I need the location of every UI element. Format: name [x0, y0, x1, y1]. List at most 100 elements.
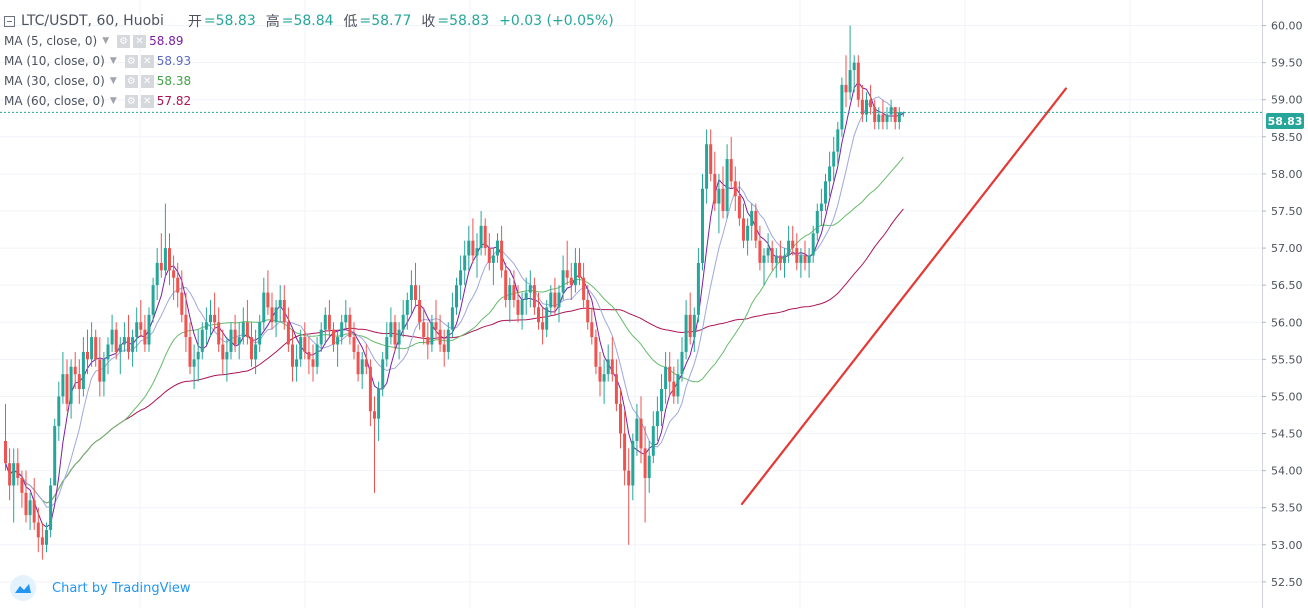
candle-body [45, 529, 48, 545]
candle-body [541, 322, 545, 330]
candle [561, 255, 565, 300]
candle-body [512, 285, 516, 300]
candle [127, 314, 130, 360]
open-value: =58.83 [203, 13, 256, 29]
candle [266, 270, 270, 315]
candle-body [832, 151, 836, 167]
candle-body [680, 351, 684, 375]
candle-body [12, 463, 16, 486]
collapse-icon[interactable] [4, 15, 15, 27]
candle-body [32, 500, 36, 523]
candle-body [274, 307, 278, 323]
candle-body [598, 366, 602, 382]
candle [438, 314, 442, 352]
candle-body [586, 300, 590, 323]
candle [184, 292, 188, 352]
candle [340, 314, 344, 345]
candle-body [836, 129, 840, 152]
tradingview-attribution[interactable]: Chart by TradingView [10, 575, 190, 601]
candle-body [639, 418, 643, 449]
candle-body [209, 314, 212, 323]
candle [602, 359, 606, 404]
gear-icon[interactable]: ⚙ [124, 74, 138, 88]
indicator-value: 57.82 [156, 94, 192, 108]
candle [315, 337, 319, 375]
candle [53, 418, 57, 486]
candle [594, 329, 598, 375]
indicator-ma30[interactable]: MA (30, close, 0) ▼ ⚙ ✕ 58.38 [4, 72, 191, 90]
candle [286, 307, 290, 352]
price-axis: 52.50 53.00 53.50 54.00 54.50 55.00 55.50 56.00… [1262, 20, 1303, 589]
close-icon[interactable]: ✕ [140, 94, 154, 108]
candle-body [848, 70, 852, 93]
indicator-ma10[interactable]: MA (10, close, 0) ▼ ⚙ ✕ 58.93 [4, 52, 191, 70]
candle-body [807, 255, 811, 263]
symbol-legend[interactable]: LTC/USDT, 60, Huobi 开 =58.83 高 =58.84 低 … [4, 11, 614, 31]
candle [758, 225, 762, 271]
trendline[interactable] [740, 87, 1068, 506]
close-icon[interactable]: ✕ [133, 34, 147, 48]
candle [122, 322, 126, 352]
gear-icon[interactable]: ⚙ [117, 34, 131, 48]
candle-body [705, 144, 709, 189]
candle [450, 292, 454, 338]
chevron-down-icon[interactable]: ▼ [109, 76, 117, 86]
indicator-ma5[interactable]: MA (5, close, 0) ▼ ⚙ ✕ 58.89 [4, 32, 183, 50]
candle [860, 84, 864, 122]
chevron-down-icon[interactable]: ▼ [102, 36, 110, 46]
candle [647, 440, 651, 493]
y-tick-label: 56.50 [1271, 279, 1303, 292]
candle [627, 448, 631, 545]
candle-body [614, 374, 618, 404]
candle [889, 99, 893, 122]
candle [705, 129, 709, 204]
candle [426, 322, 430, 360]
close-icon[interactable]: ✕ [140, 74, 154, 88]
candle-body [24, 492, 28, 516]
close-icon[interactable]: ✕ [140, 54, 154, 68]
candle-body [352, 337, 356, 352]
candle [467, 225, 471, 271]
candle-body [742, 218, 745, 241]
candle-body [881, 114, 885, 122]
candle-body [467, 240, 471, 256]
candle [692, 307, 696, 352]
y-tick-label: 56.00 [1271, 316, 1303, 329]
candle [778, 240, 782, 271]
candle-body [282, 300, 286, 323]
candle [901, 111, 905, 117]
candle [274, 300, 278, 338]
candle [307, 337, 311, 375]
candle [799, 248, 803, 278]
indicator-ma60[interactable]: MA (60, close, 0) ▼ ⚙ ✕ 57.82 [4, 92, 191, 110]
candle [643, 426, 647, 523]
candle [73, 351, 77, 390]
y-tick-label: 54.50 [1271, 428, 1303, 441]
candle [65, 359, 69, 412]
candle-body [450, 307, 454, 330]
gear-icon[interactable]: ⚙ [124, 94, 138, 108]
candle [311, 344, 315, 382]
candle-body [200, 329, 204, 352]
candle-body [151, 285, 155, 315]
candle [701, 173, 704, 271]
candle-body [590, 322, 594, 338]
candle-body [569, 277, 573, 286]
candle [483, 218, 487, 256]
y-tick-label: 55.50 [1271, 353, 1303, 366]
candle [471, 218, 475, 263]
candle [713, 151, 717, 211]
candle [844, 55, 848, 108]
candle [836, 121, 840, 167]
gear-icon[interactable]: ⚙ [124, 54, 138, 68]
candle-body [885, 114, 889, 122]
candle-body [778, 255, 782, 263]
candle [824, 173, 827, 211]
chevron-down-icon[interactable]: ▼ [109, 96, 117, 106]
candle-body [799, 255, 803, 263]
chevron-down-icon[interactable]: ▼ [109, 56, 117, 66]
candle-body [869, 99, 873, 108]
candle [360, 351, 364, 390]
